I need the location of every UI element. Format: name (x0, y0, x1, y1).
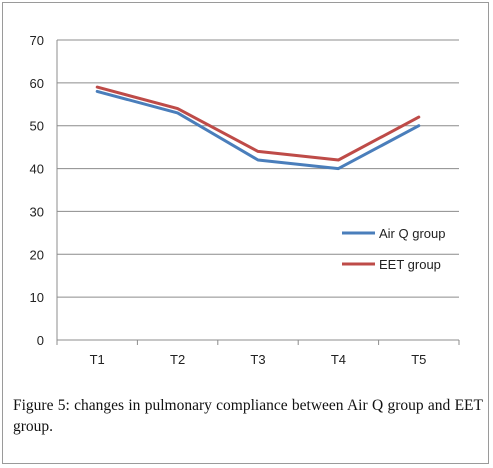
figure-frame (2, 2, 489, 464)
caption-text: changes in pulmonary compliance between … (13, 397, 483, 435)
legend: Air Q group EET group (342, 226, 445, 272)
y-tick-label: 40 (30, 162, 44, 177)
figure-caption: Figure 5: changes in pulmonary complianc… (13, 395, 483, 437)
x-tick-label: T1 (90, 352, 105, 367)
y-tick-label: 60 (30, 76, 44, 91)
y-tick-label: 10 (30, 290, 44, 305)
series-line (95, 85, 421, 162)
axes: 0 10 20 30 40 50 60 70 T1 T2 T3 T4 T5 (30, 33, 460, 367)
x-tick-label: T2 (170, 352, 185, 367)
line-chart: 0 10 20 30 40 50 60 70 T1 T2 T3 T4 T5 Air Q group EET… (30, 33, 460, 367)
x-tick-label: T3 (250, 352, 265, 367)
x-tick-label: T5 (411, 352, 426, 367)
y-tick-label: 70 (30, 33, 44, 48)
series-lines (95, 85, 421, 171)
gridlines (57, 39, 459, 298)
legend-label: EET group (379, 257, 441, 272)
x-tick-label: T4 (331, 352, 346, 367)
legend-label: Air Q group (379, 226, 445, 241)
y-tick-label: 50 (30, 119, 44, 134)
series-line (95, 89, 421, 171)
caption-label: Figure 5: (13, 397, 70, 414)
y-tick-label: 0 (37, 333, 44, 348)
y-tick-label: 30 (30, 204, 44, 219)
y-tick-label: 20 (30, 247, 44, 262)
